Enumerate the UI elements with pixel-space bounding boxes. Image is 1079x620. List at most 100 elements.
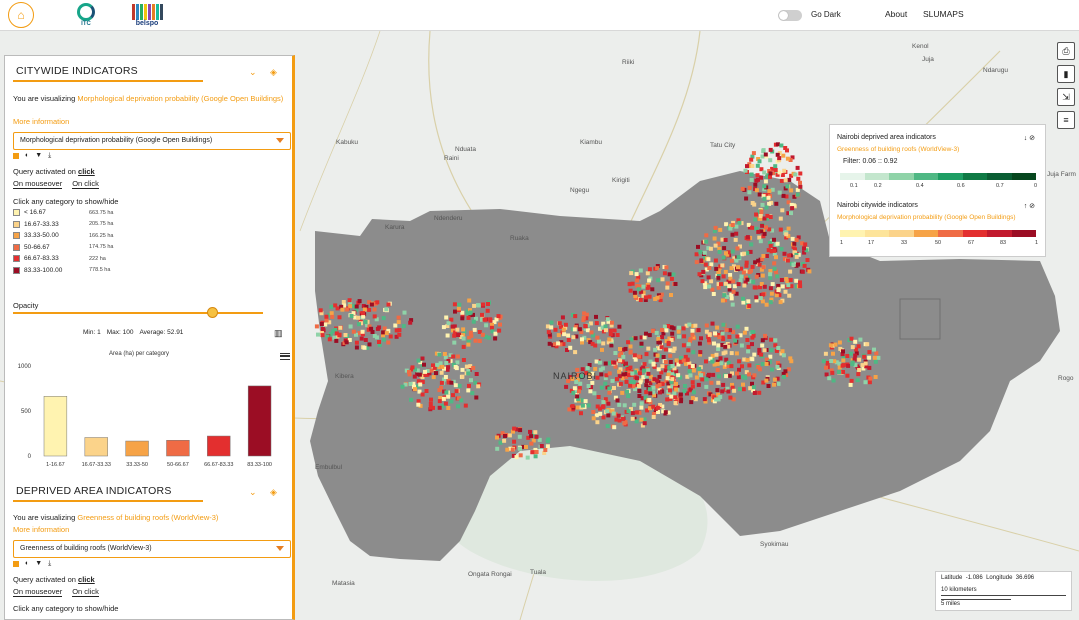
deprivation-cell (664, 379, 669, 383)
belspo-logo[interactable]: belspo (130, 2, 164, 28)
color-square-icon[interactable] (13, 561, 19, 567)
deprivation-cell (715, 368, 720, 372)
deprivation-cell (723, 344, 728, 349)
opacity-drop-icon[interactable]: ◐ (25, 152, 30, 159)
nav-about-link[interactable]: About (885, 9, 908, 19)
deprivation-cell (727, 284, 732, 289)
bar-16.67-33.33[interactable] (84, 437, 108, 457)
download-icon[interactable]: ⤓ (48, 560, 52, 567)
mode-click-tab[interactable]: On click (72, 179, 99, 189)
category-legend-item[interactable]: < 16.67 663.75 ha (13, 208, 113, 217)
deprivation-cell (654, 330, 659, 335)
dark-mode-toggle[interactable] (778, 10, 802, 21)
deprivation-cell (432, 365, 437, 370)
download-icon[interactable]: ⤓ (48, 152, 52, 159)
filter-icon[interactable]: ▼ (35, 152, 43, 159)
deprivation-cell (531, 438, 536, 443)
citywide-indicator-select[interactable]: Morphological deprivation probability (G… (13, 132, 291, 150)
deprivation-cell (416, 399, 421, 404)
deprivation-cell (441, 325, 446, 330)
bar-66.67-83.33[interactable] (207, 435, 231, 457)
deprived-more-info-link[interactable]: More information (13, 525, 70, 534)
print-icon[interactable]: ⎙ (1057, 42, 1075, 60)
chart-menu-icon[interactable] (280, 353, 290, 360)
opacity-drop-icon[interactable]: ◐ (25, 560, 30, 567)
export-icon[interactable]: ⇲ (1057, 88, 1075, 106)
deprivation-cell (728, 226, 733, 231)
deprivation-cell (775, 364, 780, 369)
deprivation-cell (583, 323, 588, 328)
deprivation-cell (547, 341, 552, 346)
deprivation-cell (661, 331, 666, 336)
category-legend-item[interactable]: 66.67-83.33 222 ha (13, 254, 106, 263)
citywide-more-info-link[interactable]: More information (13, 117, 70, 126)
color-square-icon[interactable] (13, 153, 19, 159)
deprived-indicator-select[interactable]: Greenness of building roofs (WorldView-3… (13, 540, 291, 558)
deprivation-cell (725, 386, 730, 391)
deprivation-cell (760, 223, 765, 228)
filter-icon[interactable]: ▼ (35, 560, 43, 567)
nav-slumaps-link[interactable]: SLUMAPS (923, 9, 964, 19)
deprivation-cell (420, 392, 425, 397)
category-legend-item[interactable]: 16.67-33.33 205.75 ha (13, 220, 113, 229)
category-legend-item[interactable]: 83.33-100.00 778.5 ha (13, 266, 110, 275)
mode-click-tab[interactable]: On click (72, 587, 99, 597)
deprivation-cell (546, 330, 551, 335)
bar-1-16.67[interactable] (43, 396, 68, 457)
mode-mouseover-tab[interactable]: On mouseover (13, 179, 63, 189)
itc-logo[interactable]: ITC (72, 2, 100, 28)
category-legend-item[interactable]: 50-66.67 174.75 ha (13, 243, 113, 252)
deprivation-cell (730, 249, 735, 254)
deprivation-cell (724, 294, 729, 299)
place-label: Ngegu (570, 187, 590, 194)
deprivation-cell (340, 307, 345, 312)
deprivation-cell (768, 269, 773, 273)
chevron-down-icon[interactable]: ⌄ (249, 67, 257, 77)
deprivation-cell (757, 262, 762, 267)
deprivation-cell (375, 335, 379, 340)
bar-33.33-50[interactable] (125, 440, 149, 457)
area-bar-chart: Area (ha) per category 0 500 1000 1-16.67 16… (9, 346, 291, 474)
deprivation-cell (716, 374, 721, 379)
opacity-slider-track[interactable] (13, 312, 263, 314)
deprivation-cell (756, 157, 761, 161)
deprivation-cell (757, 347, 762, 352)
columns-icon[interactable]: ▥ (274, 328, 283, 338)
mode-mouseover-tab[interactable]: On mouseover (13, 587, 63, 597)
deprivation-cell (761, 265, 766, 270)
citywide-indicator-name[interactable]: Morphological deprivation probability (G… (77, 94, 284, 103)
deprivation-cell (694, 252, 699, 257)
layers-icon[interactable]: ◈ (270, 487, 277, 497)
deprivation-cell (357, 299, 362, 304)
deprivation-cell (625, 367, 630, 372)
deprivation-cells (314, 142, 881, 460)
deprivation-cell (332, 335, 337, 340)
legend-sort-eye-icon[interactable]: ↓ ⊘ (1023, 135, 1035, 142)
query-mode: click (78, 575, 95, 584)
menu-icon[interactable]: ≡ (1057, 111, 1075, 129)
chevron-down-icon[interactable]: ⌄ (249, 487, 257, 497)
deprivation-cell (628, 365, 633, 370)
category-legend-item[interactable]: 33.33-50.00 166.25 ha (13, 231, 113, 240)
deprivation-cell (567, 407, 572, 412)
opacity-slider-handle[interactable] (207, 307, 218, 318)
layers-icon[interactable]: ◈ (270, 67, 277, 77)
deprivation-cell (747, 279, 752, 284)
deprived-indicator-name[interactable]: Greenness of building roofs (WorldView-3… (77, 513, 219, 522)
deprivation-cell (840, 352, 845, 357)
deprivation-cell (434, 351, 439, 356)
deprivation-cell (666, 370, 671, 375)
deprivation-cell (596, 395, 601, 399)
deprivation-cell (628, 288, 633, 293)
chart-icon[interactable]: ▮ (1057, 65, 1075, 83)
deprivation-cell (622, 421, 627, 426)
bar-50-66.67[interactable] (166, 440, 190, 457)
category-swatch (13, 232, 20, 239)
bar-83.33-100[interactable] (247, 385, 272, 457)
legend-sort-eye-icon[interactable]: ↑ ⊘ (1023, 203, 1035, 210)
deprivation-cell (854, 351, 859, 356)
app-logo-icon[interactable]: ⌂ (8, 2, 34, 28)
deprivation-cell (821, 359, 826, 364)
deprivation-cell (640, 396, 645, 401)
deprivation-cell (382, 326, 387, 331)
